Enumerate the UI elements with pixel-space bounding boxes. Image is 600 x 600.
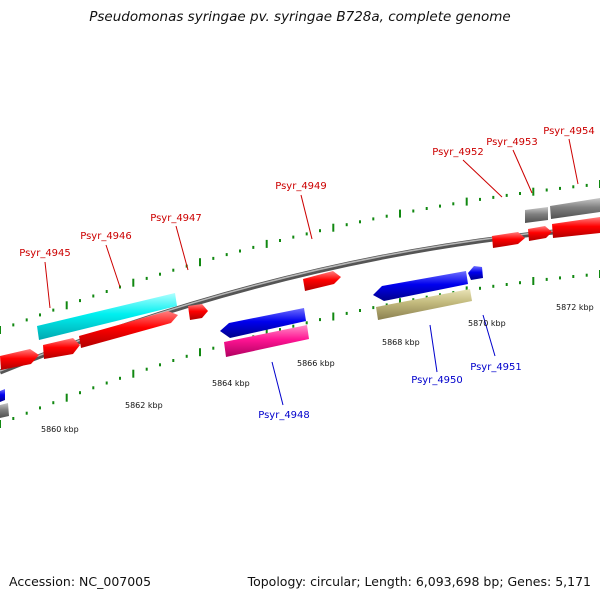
accession-label: Accession: — [9, 574, 76, 589]
gene-label[interactable]: Psyr_4945 — [19, 248, 71, 259]
reverse-tick-ruler — [0, 270, 600, 428]
gene-arrow-gray[interactable] — [550, 198, 600, 219]
gene-label[interactable]: Psyr_4947 — [150, 213, 202, 224]
length-label: Length: — [364, 574, 412, 589]
scale-label: 5866 kbp — [297, 359, 335, 368]
scale-label: 5862 kbp — [125, 401, 163, 410]
gene-label[interactable]: Psyr_4954 — [543, 126, 595, 137]
gene-label[interactable]: Psyr_4949 — [275, 181, 327, 192]
gene-arrow-gray[interactable] — [525, 207, 548, 223]
gene-arrow-red[interactable] — [43, 338, 80, 359]
forward-tick-ruler — [0, 180, 600, 334]
topology-value: circular — [310, 574, 357, 589]
gene-arrow-blue[interactable] — [468, 266, 483, 280]
gene-label[interactable]: Psyr_4946 — [80, 231, 132, 242]
gene-arrow-magenta[interactable] — [224, 325, 309, 357]
gene-arrow-red[interactable] — [188, 304, 208, 320]
scale-label: 5872 kbp — [556, 303, 594, 312]
gene-arrow-cyan[interactable] — [37, 293, 177, 340]
gene-arrow-red[interactable] — [79, 311, 178, 348]
gene-label[interactable]: Psyr_4950 — [411, 375, 463, 386]
genes-label: Genes: — [507, 574, 552, 589]
gene-arrow-gray[interactable] — [0, 403, 9, 418]
genes-value: 5,171 — [555, 574, 591, 589]
accession-info: Accession: NC_007005 — [9, 574, 151, 589]
scale-label: 5868 kbp — [382, 338, 420, 347]
genome-summary: Topology: circular; Length: 6,093,698 bp… — [247, 574, 591, 589]
scale-label: 5860 kbp — [41, 425, 79, 434]
gene-arrow-olive[interactable] — [376, 289, 472, 320]
gene-arrow-blue[interactable] — [220, 308, 306, 338]
gene-arrow-red[interactable] — [528, 226, 552, 241]
genome-backbone-highlight — [0, 226, 600, 372]
gene-label-leaders — [44, 138, 579, 406]
gene-label[interactable]: Psyr_4948 — [258, 410, 310, 421]
gene-label[interactable]: Psyr_4951 — [470, 362, 522, 373]
map-title: Pseudomonas syringae pv. syringae B728a,… — [89, 9, 511, 25]
scale-label: 5864 kbp — [212, 379, 250, 388]
gene-label[interactable]: Psyr_4953 — [486, 137, 538, 148]
accession-value: NC_007005 — [79, 574, 152, 589]
topology-label: Topology: — [247, 574, 307, 589]
scale-label: 5870 kbp — [468, 319, 506, 328]
gene-arrow-red[interactable] — [492, 232, 525, 248]
gene-arrow-blue[interactable] — [0, 389, 5, 402]
length-value: 6,093,698 bp — [415, 574, 500, 589]
gene-arrow-blue[interactable] — [373, 271, 468, 301]
gene-arrow-red[interactable] — [0, 349, 39, 370]
genome-backbone — [0, 225, 600, 375]
gene-label[interactable]: Psyr_4952 — [432, 147, 484, 158]
gene-arrow-red[interactable] — [552, 217, 600, 238]
gene-arrow-red[interactable] — [303, 271, 341, 291]
